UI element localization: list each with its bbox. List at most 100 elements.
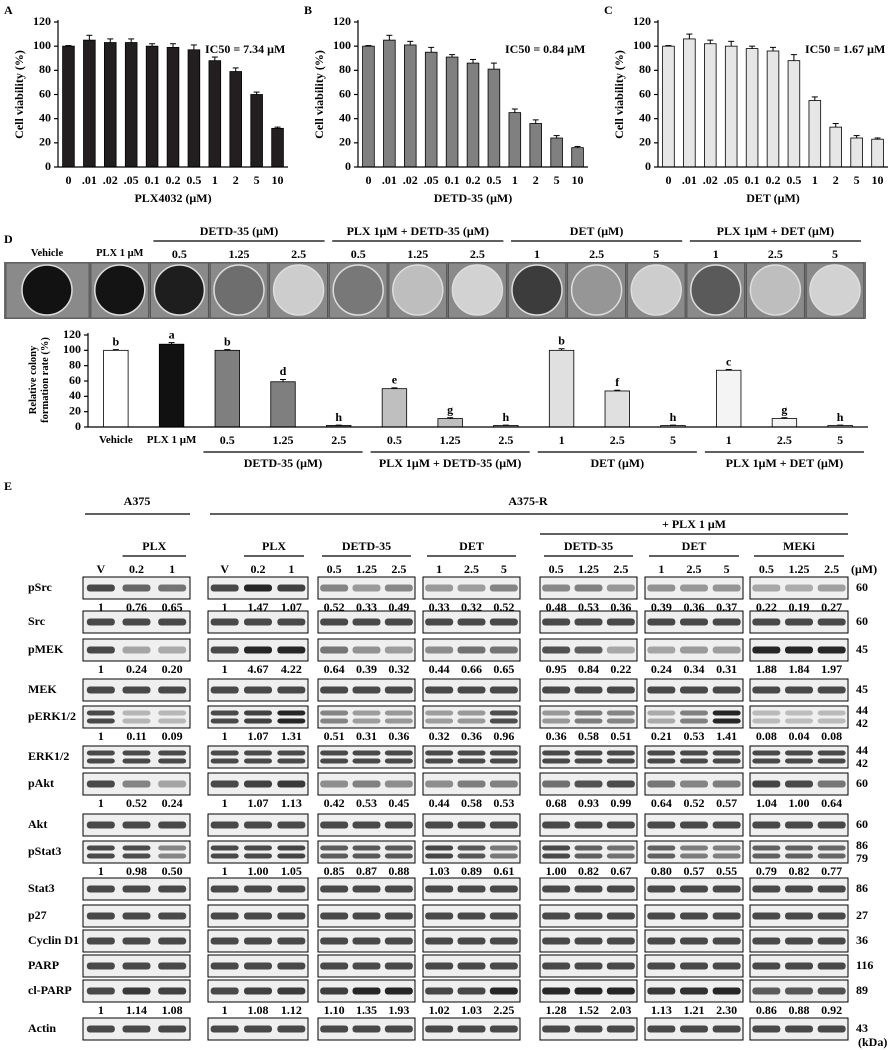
bar xyxy=(383,39,396,168)
significance-letter: c xyxy=(726,354,732,368)
band xyxy=(158,845,187,851)
band xyxy=(277,937,306,945)
protein-name: MEK xyxy=(28,682,57,696)
quantification: 0.52 xyxy=(126,796,147,810)
band xyxy=(680,710,708,716)
quantification: 0.36 xyxy=(388,729,409,743)
band xyxy=(122,780,151,788)
band xyxy=(210,937,239,945)
band xyxy=(489,885,518,893)
well-label: 0.5 xyxy=(172,247,187,261)
error-bar xyxy=(665,45,672,47)
quantification: 0.53 xyxy=(493,796,514,810)
band xyxy=(817,987,846,995)
bar xyxy=(683,38,696,168)
band xyxy=(457,758,486,764)
x-tick-label: 1 xyxy=(812,173,818,187)
band xyxy=(384,912,413,920)
bar xyxy=(808,100,822,168)
band xyxy=(384,885,413,893)
band xyxy=(647,618,676,626)
band xyxy=(425,646,454,654)
band xyxy=(425,780,454,788)
lane-label: 0.5 xyxy=(327,562,342,576)
band xyxy=(606,758,635,764)
quantification: 0.36 xyxy=(684,600,705,614)
band xyxy=(489,780,518,788)
quantification: 0.53 xyxy=(356,796,377,810)
quantification: 0.09 xyxy=(162,729,183,743)
band xyxy=(712,646,741,654)
error-bar xyxy=(211,56,218,61)
band xyxy=(489,750,518,756)
band xyxy=(785,937,813,945)
y-tick-label: 100 xyxy=(33,38,51,52)
colony-well xyxy=(809,264,861,316)
band xyxy=(277,686,306,694)
error-bar xyxy=(832,123,839,128)
band xyxy=(277,780,306,788)
bar xyxy=(766,50,780,168)
bar xyxy=(771,418,798,428)
quantification: 0.61 xyxy=(493,864,514,878)
bar xyxy=(787,60,801,168)
quantification: 1.35 xyxy=(356,1003,377,1017)
band xyxy=(752,584,781,592)
quantification: 0.66 xyxy=(461,662,482,676)
band xyxy=(86,912,115,920)
kda-label: 60 xyxy=(856,776,868,790)
bar xyxy=(271,127,284,168)
y-axis-title: Cell viability (%) xyxy=(612,50,626,139)
quantification: 1.02 xyxy=(429,1003,450,1017)
y-tick-label: 20 xyxy=(39,135,51,149)
band xyxy=(712,885,741,893)
band xyxy=(425,710,454,716)
band xyxy=(489,962,518,970)
band xyxy=(680,987,708,995)
band xyxy=(210,780,239,788)
band xyxy=(352,987,381,995)
bar xyxy=(124,42,138,168)
band xyxy=(244,853,272,859)
band xyxy=(489,758,518,764)
colony-well xyxy=(630,264,682,316)
kda-label: 86 xyxy=(856,881,868,895)
band xyxy=(785,962,813,970)
band xyxy=(785,853,813,859)
band xyxy=(542,962,571,970)
band xyxy=(158,912,187,920)
x-tick-label: 0.1 xyxy=(145,173,160,187)
blot-frame xyxy=(422,576,521,600)
x-tick-label: Vehicle xyxy=(98,434,133,446)
band xyxy=(817,618,846,626)
quantification: 1 xyxy=(222,864,228,878)
band xyxy=(712,710,741,716)
bar xyxy=(166,46,180,168)
group-label: PLX 1μM + DET (μM) xyxy=(726,456,844,470)
band xyxy=(680,937,708,945)
y-tick-label: 120 xyxy=(63,327,81,341)
band xyxy=(752,718,781,724)
quantification: 2.03 xyxy=(610,1003,631,1017)
quantification: 0.20 xyxy=(162,662,183,676)
kda-label: 60 xyxy=(856,614,868,628)
band xyxy=(384,780,413,788)
band xyxy=(574,987,603,995)
y-axis-title: Cell viability (%) xyxy=(12,50,26,139)
group-label: DETD-35 xyxy=(564,539,613,553)
quantification: 1.07 xyxy=(248,796,269,810)
quantification: 0.24 xyxy=(162,796,183,810)
x-tick-label: 0.5 xyxy=(786,173,801,187)
panel-label: A xyxy=(4,3,13,17)
band xyxy=(158,780,187,788)
band xyxy=(86,885,115,893)
quantification: 0.08 xyxy=(756,729,777,743)
band xyxy=(210,618,239,626)
group-label: PLX 1μM + DETD-35 (μM) xyxy=(347,224,489,238)
band xyxy=(752,1025,781,1033)
band xyxy=(712,845,741,851)
lane-label: 0.5 xyxy=(549,562,564,576)
band xyxy=(122,710,151,716)
significance-letter: a xyxy=(169,327,175,341)
quantification: 1.00 xyxy=(789,796,810,810)
